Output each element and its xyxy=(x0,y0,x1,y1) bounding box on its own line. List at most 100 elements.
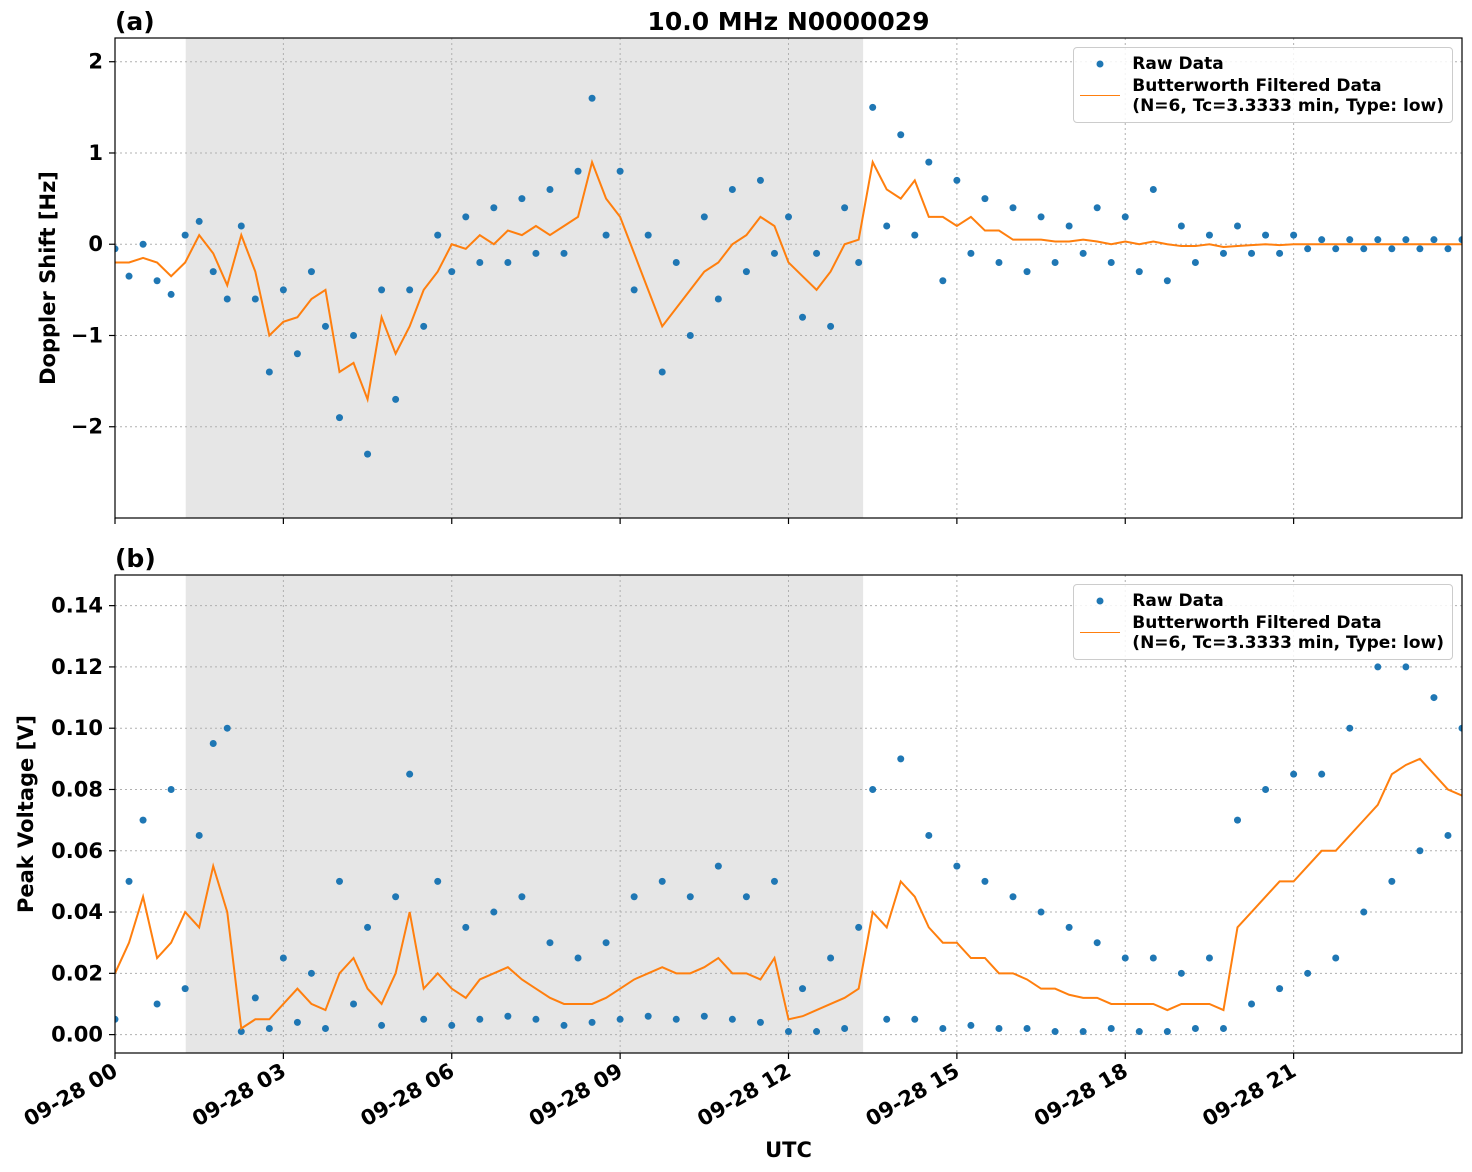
raw-point xyxy=(1276,985,1284,993)
legend-label: Butterworth Filtered Data (N=6, Tc=3.333… xyxy=(1132,76,1444,116)
raw-point xyxy=(518,893,526,901)
raw-point xyxy=(490,908,498,916)
raw-point xyxy=(1121,954,1129,962)
raw-point xyxy=(364,450,372,458)
raw-point xyxy=(939,277,947,285)
raw-point xyxy=(672,1015,680,1023)
raw-point xyxy=(1065,923,1073,931)
raw-point xyxy=(1332,954,1340,962)
raw-point xyxy=(139,816,147,824)
raw-point xyxy=(546,939,554,947)
legend-key xyxy=(1080,613,1121,634)
raw-point xyxy=(911,1015,919,1023)
raw-point xyxy=(251,994,259,1002)
raw-point xyxy=(336,414,343,422)
raw-point xyxy=(1107,258,1115,266)
x-tick-label: 09-28 21 xyxy=(1198,1059,1300,1132)
raw-point xyxy=(925,158,933,166)
raw-point xyxy=(1318,770,1326,778)
raw-point xyxy=(1051,258,1059,266)
raw-point xyxy=(1360,245,1368,253)
x-tick-label: 09-28 18 xyxy=(1030,1059,1132,1132)
raw-point xyxy=(742,893,750,901)
raw-point xyxy=(883,1015,891,1023)
raw-point xyxy=(574,954,582,962)
raw-point xyxy=(855,923,863,931)
raw-point xyxy=(742,268,750,276)
x-tick-label: 09-28 09 xyxy=(525,1059,627,1132)
raw-point xyxy=(1346,236,1354,244)
raw-point xyxy=(644,231,652,239)
y-tick-label: −1 xyxy=(71,323,103,347)
y-tick-label: 0.00 xyxy=(51,1023,103,1047)
raw-point xyxy=(1290,231,1298,239)
raw-point xyxy=(209,268,217,276)
raw-point xyxy=(364,923,372,931)
raw-point xyxy=(658,877,666,885)
raw-point xyxy=(1234,816,1241,824)
raw-point xyxy=(265,1024,273,1032)
panel-label: (b) xyxy=(115,544,156,573)
raw-point xyxy=(448,1021,456,1029)
y-tick-label: 2 xyxy=(88,50,103,74)
raw-point xyxy=(1037,908,1045,916)
shaded-interval xyxy=(185,38,864,518)
raw-point xyxy=(588,1018,596,1026)
raw-point xyxy=(532,249,540,257)
raw-point xyxy=(813,249,821,257)
raw-point xyxy=(1458,236,1462,244)
raw-point xyxy=(1444,245,1452,253)
raw-point xyxy=(1079,249,1087,257)
raw-point xyxy=(1163,1028,1171,1036)
legend-key xyxy=(1080,54,1120,74)
raw-point xyxy=(1234,222,1241,230)
raw-point xyxy=(1135,1028,1143,1036)
raw-point xyxy=(504,258,512,266)
legend-entry: Raw Data xyxy=(1080,54,1444,74)
x-tick-label: 09-28 12 xyxy=(693,1059,795,1132)
raw-point xyxy=(911,231,919,239)
plot-area xyxy=(115,663,1462,1036)
raw-point xyxy=(420,322,428,330)
raw-point xyxy=(1374,663,1382,671)
raw-point xyxy=(756,1018,764,1026)
y-tick-label: 0.14 xyxy=(51,594,103,618)
chart-title: 10.0 MHz N0000029 xyxy=(647,7,929,36)
raw-point xyxy=(476,258,484,266)
raw-point xyxy=(167,290,175,298)
raw-point xyxy=(616,167,624,175)
plot-area xyxy=(115,94,1462,458)
raw-point xyxy=(321,1024,329,1032)
raw-point xyxy=(223,295,231,303)
legend: Raw Data Butterworth Filtered Data (N=6, … xyxy=(1073,584,1453,660)
raw-point xyxy=(925,831,933,839)
raw-point xyxy=(504,1012,512,1020)
raw-point xyxy=(195,217,203,225)
raw-point xyxy=(1023,268,1031,276)
raw-point xyxy=(181,985,189,993)
raw-point xyxy=(1262,231,1270,239)
raw-point xyxy=(1219,1024,1227,1032)
raw-point xyxy=(630,893,638,901)
raw-point xyxy=(392,395,400,403)
raw-point xyxy=(841,1024,849,1032)
raw-point xyxy=(125,272,133,280)
raw-point xyxy=(1416,847,1424,855)
raw-point xyxy=(1037,213,1045,221)
raw-point xyxy=(1177,222,1185,230)
legend-swatch xyxy=(1096,60,1104,68)
raw-point xyxy=(686,331,694,339)
plot-frame xyxy=(114,574,1463,1054)
raw-point xyxy=(953,862,961,870)
raw-point xyxy=(1388,245,1396,253)
raw-point xyxy=(209,740,217,748)
raw-point xyxy=(1430,694,1438,702)
raw-point xyxy=(448,268,456,276)
raw-point xyxy=(560,1021,568,1029)
raw-point xyxy=(293,1018,301,1026)
raw-point xyxy=(1135,268,1143,276)
raw-point xyxy=(981,195,989,203)
raw-point xyxy=(770,249,778,257)
